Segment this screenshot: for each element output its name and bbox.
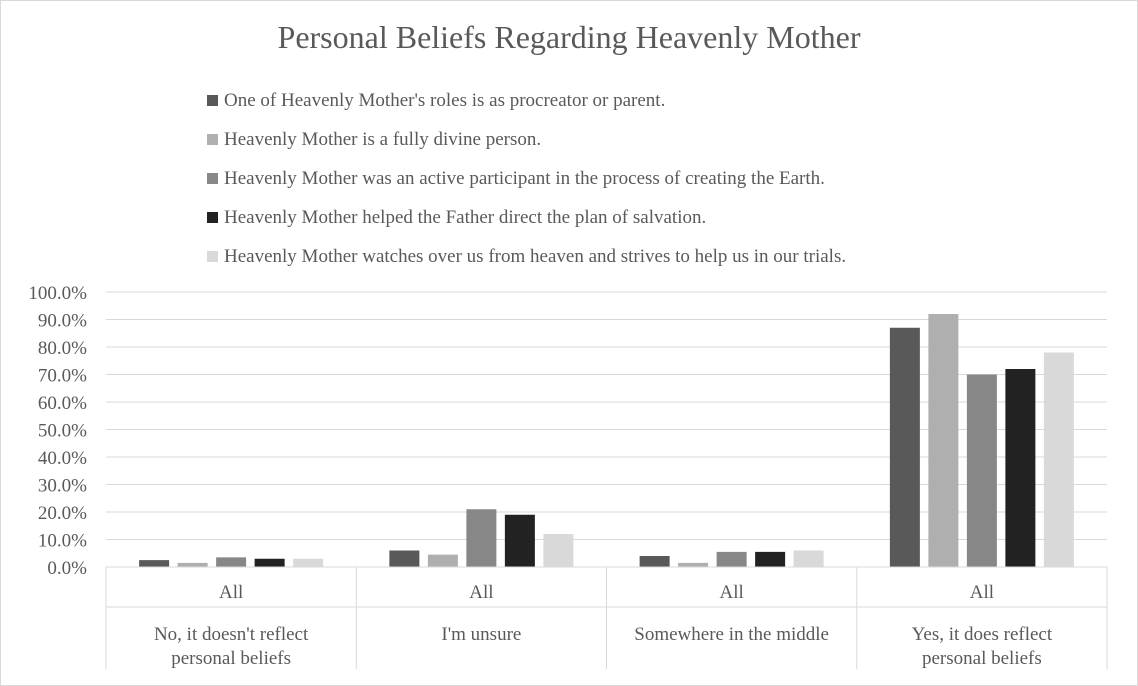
bar	[639, 556, 670, 567]
legend-item: Heavenly Mother watches over us from hea…	[207, 237, 846, 276]
legend-item: Heavenly Mother was an active participan…	[207, 159, 846, 198]
legend-item: Heavenly Mother helped the Father direct…	[207, 198, 846, 237]
bar	[966, 374, 997, 567]
bar	[928, 314, 959, 567]
y-tick-label: 70.0%	[38, 366, 87, 387]
x-sublabel: All	[469, 582, 493, 603]
y-tick-label: 10.0%	[38, 531, 87, 552]
axes: 0.0% 10.0% 20.0% 30.0% 40.0% 50.0% 60.0% 70.0% 8…	[28, 283, 1108, 669]
x-group-label: Yes, it does reflect personal beliefs	[912, 624, 1053, 669]
y-tick-label: 50.0%	[38, 421, 87, 442]
bar	[139, 560, 170, 567]
legend-swatch	[207, 134, 218, 145]
bar	[889, 327, 920, 567]
x-group-label: No, it doesn't reflect personal beliefs	[154, 624, 309, 669]
bar	[543, 534, 574, 567]
bar	[216, 557, 247, 567]
bar	[678, 562, 709, 567]
bar	[293, 558, 324, 567]
bar	[793, 550, 824, 567]
x-group-label: I'm unsure	[441, 624, 521, 645]
legend-swatch	[207, 212, 218, 223]
legend: One of Heavenly Mother's roles is as pro…	[207, 81, 846, 276]
y-tick-label: 40.0%	[38, 448, 87, 469]
y-tick-label: 60.0%	[38, 393, 87, 414]
x-group-label: Somewhere in the middle	[634, 624, 829, 645]
x-sublabel: All	[719, 582, 743, 603]
y-tick-label: 80.0%	[38, 338, 87, 359]
y-tick-label: 30.0%	[38, 476, 87, 497]
legend-label: Heavenly Mother is a fully divine person…	[224, 128, 542, 150]
legend-item: One of Heavenly Mother's roles is as pro…	[207, 81, 846, 120]
bar	[755, 551, 786, 567]
x-sublabel: All	[219, 582, 243, 603]
bar	[1005, 369, 1036, 567]
bar	[1043, 352, 1074, 567]
legend-label: Heavenly Mother watches over us from hea…	[224, 245, 847, 267]
bar	[716, 551, 747, 567]
bar	[254, 558, 285, 567]
y-tick-label: 0.0%	[47, 558, 87, 579]
legend-item: Heavenly Mother is a fully divine person…	[207, 120, 846, 159]
y-tick-label: 20.0%	[38, 503, 87, 524]
bar	[177, 562, 208, 567]
bar	[504, 514, 535, 567]
x-sublabel: All	[970, 582, 994, 603]
y-tick-label: 90.0%	[38, 311, 87, 332]
chart-title: Personal Beliefs Regarding Heavenly Moth…	[277, 19, 861, 55]
legend-label: Heavenly Mother helped the Father direct…	[224, 206, 707, 228]
legend-swatch	[207, 251, 218, 262]
y-tick-label: 100.0%	[28, 283, 87, 304]
legend-swatch	[207, 173, 218, 184]
legend-swatch	[207, 95, 218, 106]
bar	[466, 509, 497, 567]
bar	[389, 550, 420, 567]
bars	[139, 314, 1074, 567]
legend-label: One of Heavenly Mother's roles is as pro…	[224, 89, 666, 111]
legend-label: Heavenly Mother was an active participan…	[224, 167, 825, 189]
bar	[427, 554, 458, 567]
